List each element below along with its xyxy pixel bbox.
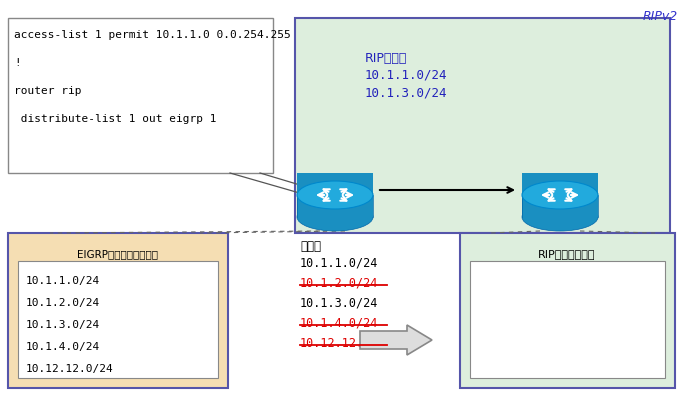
Bar bbox=[297, 173, 373, 217]
Text: !: ! bbox=[14, 58, 21, 68]
Ellipse shape bbox=[522, 181, 598, 209]
Bar bbox=[460, 233, 675, 388]
Text: router rip: router rip bbox=[14, 86, 81, 96]
Bar bbox=[522, 173, 598, 217]
Text: 10.1.1.0/24: 10.1.1.0/24 bbox=[300, 257, 378, 270]
Bar bbox=[18, 261, 218, 378]
Text: distribute-list 1 out eigrp 1: distribute-list 1 out eigrp 1 bbox=[14, 114, 217, 124]
Text: 10.1.3.0/24: 10.1.3.0/24 bbox=[26, 320, 100, 330]
Text: 10.1.3.0/24: 10.1.3.0/24 bbox=[300, 297, 378, 310]
Bar bbox=[8, 18, 273, 173]
Text: 再配送: 再配送 bbox=[300, 240, 321, 253]
Text: 10.1.3.0/24: 10.1.3.0/24 bbox=[365, 86, 447, 99]
Text: R1: R1 bbox=[326, 235, 344, 248]
Text: 10.1.2.0/24: 10.1.2.0/24 bbox=[300, 277, 378, 290]
Text: 10.1.4.0/24: 10.1.4.0/24 bbox=[300, 317, 378, 330]
Text: RIPデータベース: RIPデータベース bbox=[538, 249, 596, 259]
Text: 10.1.1.0/24: 10.1.1.0/24 bbox=[26, 276, 100, 286]
Ellipse shape bbox=[297, 203, 373, 231]
Bar bbox=[295, 18, 670, 233]
Text: 10.1.4.0/24: 10.1.4.0/24 bbox=[26, 342, 100, 352]
Text: RIPルート: RIPルート bbox=[365, 52, 407, 65]
Bar bbox=[470, 261, 665, 378]
Text: 10.12.12.0/24: 10.12.12.0/24 bbox=[300, 337, 393, 350]
Bar bbox=[8, 233, 228, 388]
Text: 10.1.1.0/24: 10.1.1.0/24 bbox=[365, 68, 447, 81]
FancyArrow shape bbox=[360, 325, 432, 355]
Text: 10.12.12.0/24: 10.12.12.0/24 bbox=[26, 364, 114, 374]
Ellipse shape bbox=[522, 203, 598, 231]
Text: access-list 1 permit 10.1.1.0 0.0.254.255: access-list 1 permit 10.1.1.0 0.0.254.25… bbox=[14, 30, 291, 40]
Text: 10.1.2.0/24: 10.1.2.0/24 bbox=[26, 298, 100, 308]
Ellipse shape bbox=[297, 181, 373, 209]
Text: EIGRPトポロジテーブル: EIGRPトポロジテーブル bbox=[78, 249, 158, 259]
Text: RIPv2: RIPv2 bbox=[643, 10, 678, 23]
